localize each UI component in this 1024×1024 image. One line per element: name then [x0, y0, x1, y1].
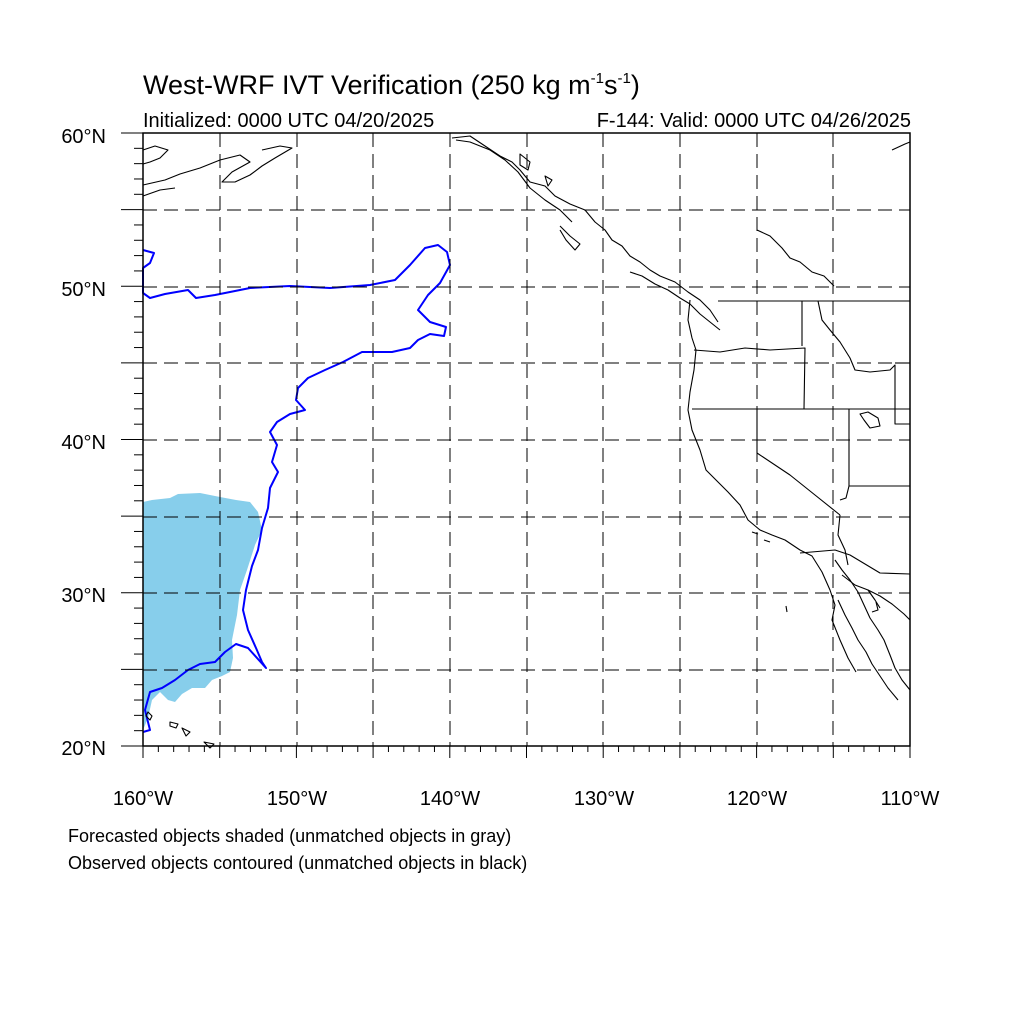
chart-title: West-WRF IVT Verification (250 kg m-1s-1…	[143, 70, 640, 100]
valid-time-label: F-144: Valid: 0000 UTC 04/26/2025	[596, 110, 911, 132]
forecast-ivt-object	[143, 493, 262, 730]
init-time-label: Initialized: 0000 UTC 04/20/2025	[143, 110, 435, 132]
lon-label-140w: 140°W	[420, 788, 480, 810]
lon-label-150w: 150°W	[267, 788, 327, 810]
axis-ticks	[121, 132, 911, 758]
lon-label-120w: 120°W	[727, 788, 787, 810]
observed-ivt-contour	[142, 244, 451, 733]
lat-label-40: 40°N	[61, 432, 106, 454]
legend-note-observed: Observed objects contoured (unmatched ob…	[68, 853, 528, 873]
graticule	[143, 133, 910, 746]
lat-label-60: 60°N	[61, 126, 106, 148]
coastlines	[142, 135, 911, 749]
lat-label-50: 50°N	[61, 279, 106, 301]
lon-label-130w: 130°W	[574, 788, 634, 810]
lon-label-160w: 160°W	[113, 788, 173, 810]
lat-label-30: 30°N	[61, 585, 106, 607]
lat-label-20: 20°N	[61, 738, 106, 760]
legend-note-forecast: Forecasted objects shaded (unmatched obj…	[68, 826, 512, 846]
lon-label-110w: 110°W	[881, 788, 940, 810]
